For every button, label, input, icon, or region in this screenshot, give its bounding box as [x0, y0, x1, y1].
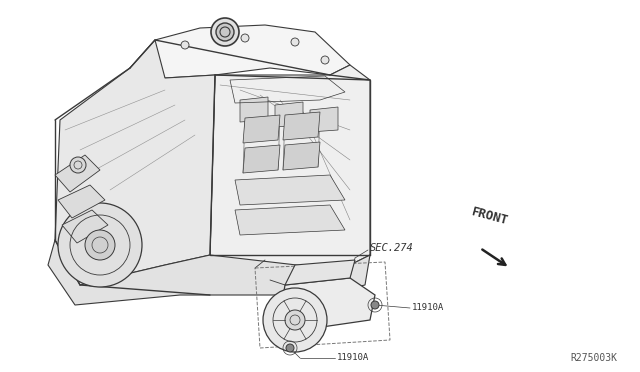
Circle shape	[371, 301, 379, 309]
Text: 11910A: 11910A	[412, 304, 444, 312]
Circle shape	[291, 38, 299, 46]
Circle shape	[286, 344, 294, 352]
Polygon shape	[55, 155, 100, 192]
Polygon shape	[275, 102, 303, 127]
Polygon shape	[283, 142, 320, 170]
Text: SEC.274: SEC.274	[370, 243, 413, 253]
Polygon shape	[243, 145, 280, 173]
Polygon shape	[240, 97, 268, 122]
Polygon shape	[55, 40, 215, 285]
Polygon shape	[48, 240, 370, 305]
Text: R275003K: R275003K	[570, 353, 617, 363]
Polygon shape	[62, 210, 108, 243]
Circle shape	[211, 18, 239, 46]
Polygon shape	[58, 185, 105, 218]
Polygon shape	[243, 115, 280, 143]
Polygon shape	[310, 107, 338, 132]
Polygon shape	[210, 65, 370, 270]
Polygon shape	[235, 205, 345, 235]
Polygon shape	[235, 175, 345, 205]
Circle shape	[216, 23, 234, 41]
Circle shape	[263, 288, 327, 352]
Text: FRONT: FRONT	[470, 206, 509, 228]
Polygon shape	[285, 260, 355, 285]
Circle shape	[321, 56, 329, 64]
Circle shape	[70, 157, 86, 173]
Circle shape	[285, 310, 305, 330]
Polygon shape	[280, 278, 375, 328]
Circle shape	[58, 203, 142, 287]
Polygon shape	[283, 112, 320, 140]
Polygon shape	[130, 25, 350, 78]
Circle shape	[241, 34, 249, 42]
Text: 11910A: 11910A	[337, 353, 369, 362]
Circle shape	[85, 230, 115, 260]
Circle shape	[181, 41, 189, 49]
